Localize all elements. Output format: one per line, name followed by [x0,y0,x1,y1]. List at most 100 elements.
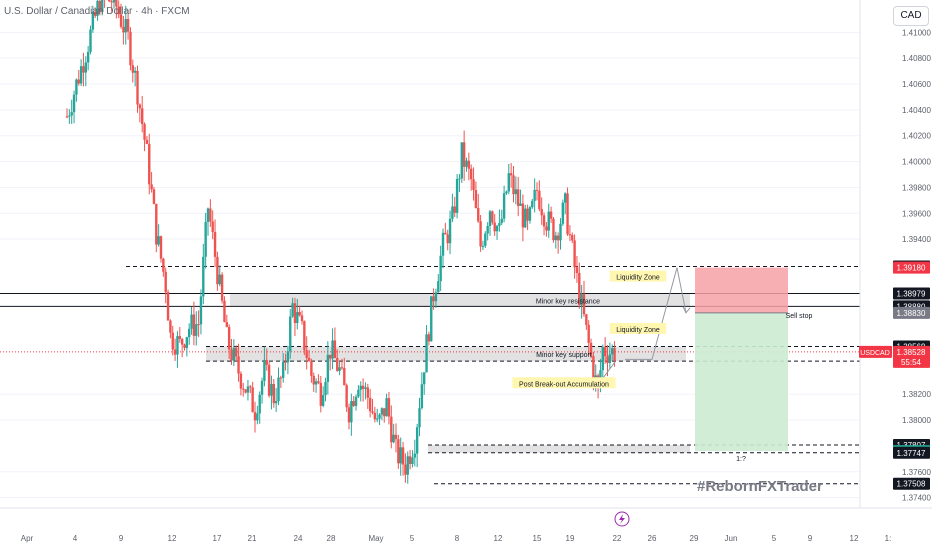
candle-body [312,375,315,385]
candle-body [94,12,97,16]
candle-body [289,316,292,352]
time-tick-label: 24 [294,534,303,543]
price-label: 1.38830 [897,309,926,318]
time-tick-label: 5 [772,534,777,543]
candle-body [479,221,482,247]
candle-body [89,29,92,52]
candle-body [415,427,419,454]
candle-body [418,408,421,428]
candle-body [390,416,393,443]
candle-body [251,387,254,413]
candle-body [556,235,560,241]
candle-body [408,456,412,465]
candle-body [507,173,510,192]
candle-body [540,208,543,216]
candle-body [434,292,438,302]
candle-body [446,234,449,244]
candle-body [531,200,534,208]
candle-body [470,168,473,180]
candle-body [538,190,541,209]
candle-body [173,349,177,355]
candle-body [84,62,87,73]
price-tick-label: 1.39400 [902,235,931,244]
candle-body [467,160,471,169]
annotation-label: Minor key resistance [536,299,600,306]
time-tick-label: 19 [566,534,575,543]
candle-body [324,382,327,396]
candle-body [133,70,137,73]
time-tick-label: 8 [455,534,460,543]
candle-body [249,386,252,388]
candle-body [213,232,217,257]
candle-body [131,65,134,73]
indicator-icon[interactable] [614,511,630,527]
candle-body [357,389,360,397]
time-tick-label: 15 [533,534,542,543]
candle-body [136,70,139,105]
candle-body [195,324,198,336]
candle-body [592,356,595,382]
price-tick-label: 1.40000 [902,158,931,167]
candle-body [364,387,367,389]
candle-body [462,142,466,167]
candle-body [547,211,550,231]
candle-body [526,208,529,221]
candle-body [284,361,287,363]
candle-body [119,14,123,27]
candle-body [545,226,548,231]
candle-body [338,367,341,371]
candle-body [293,303,297,324]
candle-body [230,349,233,361]
candle-body [68,115,71,117]
candle-body [329,354,332,359]
candle-body [495,225,499,232]
candle-body [110,1,113,3]
candle-body [178,336,181,339]
annotation-label: Minor key support [536,352,592,359]
candle-body [361,385,365,389]
candle-body [303,321,306,351]
candle-body [336,358,339,371]
candle-body [204,221,207,257]
candle-body [561,202,565,224]
candle-body [143,124,146,140]
candle-body [451,206,454,219]
candle-body [223,300,226,323]
annotation-bg [512,377,616,389]
candle-body [65,116,69,118]
candle-body [425,334,428,373]
zones [206,293,690,453]
price-labels: 1.391881.391801.389791.388801.388301.385… [859,260,930,490]
candle-body [164,271,167,293]
candle-body [519,203,522,206]
time-tick-label: 9 [808,534,813,543]
candle-body [159,236,163,259]
projection-arrowhead [682,306,691,314]
candle-body [401,447,405,465]
candle-body [70,112,73,116]
ratio-label: 1:? [736,456,746,463]
stop-zone [695,267,788,313]
candle-body [460,142,463,179]
annotation-label: Post Break-out Accumulation [519,381,609,388]
candle-body [124,18,127,33]
current-price-label: 1.38528 [897,348,926,357]
time-tick-label: 12 [168,534,177,543]
price-label: 1.39180 [897,264,926,273]
candle-body [117,6,120,15]
currency-button[interactable]: CAD [893,6,929,26]
candle-body [580,294,583,305]
candle-body [321,395,325,406]
candle-body [552,218,555,241]
lower-accumulation-zone [428,445,690,453]
candle-body [399,447,402,464]
position-tool[interactable]: 1:? [602,267,788,464]
candle-body [589,342,593,357]
candle-body [79,66,83,84]
candle-body [585,314,588,325]
candle-body [258,394,261,414]
candle-body [383,408,386,417]
candle-body [432,296,435,302]
candle-body [333,340,337,359]
